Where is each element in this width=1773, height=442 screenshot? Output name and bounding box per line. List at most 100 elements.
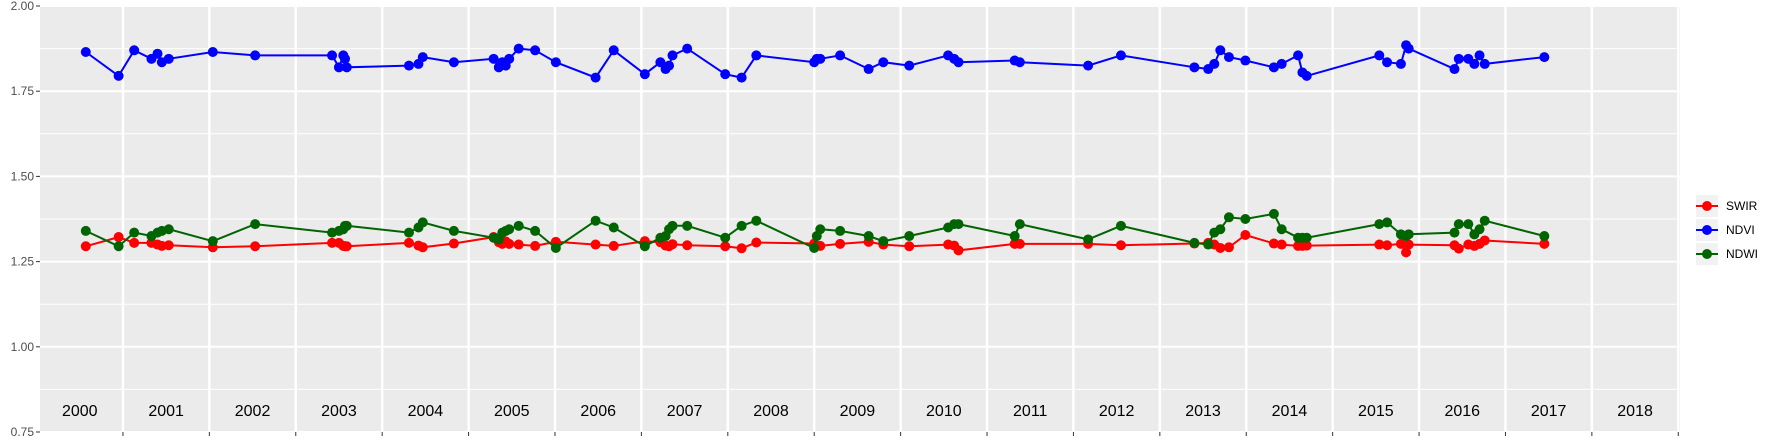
swir-point bbox=[448, 238, 459, 249]
swir-point bbox=[250, 241, 261, 252]
ndwi-point bbox=[1479, 215, 1490, 226]
ndvi-point bbox=[863, 64, 874, 75]
ndvi-point bbox=[1223, 52, 1234, 63]
ndwi-point bbox=[1403, 229, 1414, 240]
ndvi-point bbox=[129, 45, 140, 56]
swir-point bbox=[80, 241, 91, 252]
ndwi-point bbox=[1115, 220, 1126, 231]
ndwi-point bbox=[113, 241, 124, 252]
swir-point bbox=[1382, 240, 1393, 251]
ndwi-point bbox=[1474, 224, 1485, 235]
swir-point bbox=[667, 239, 678, 250]
swir-point bbox=[530, 240, 541, 251]
ndwi-point bbox=[250, 219, 261, 230]
ndwi-point bbox=[1009, 231, 1020, 242]
swir-point bbox=[113, 232, 124, 243]
ndwi-point bbox=[129, 227, 140, 238]
ndvi-point bbox=[1395, 58, 1406, 69]
y-tick-label: 1.25 bbox=[11, 255, 35, 269]
ndvi-point bbox=[664, 60, 675, 71]
ndwi-point bbox=[835, 225, 846, 236]
ndvi-point bbox=[504, 53, 515, 64]
year-label: 2010 bbox=[926, 403, 962, 420]
swir-point bbox=[1223, 242, 1234, 253]
ndvi-point bbox=[953, 57, 964, 68]
ndwi-point bbox=[1189, 237, 1200, 248]
legend-ndvi-label: NDVI bbox=[1726, 223, 1755, 237]
swir-point bbox=[1240, 230, 1251, 241]
swir-point bbox=[129, 237, 140, 248]
year-label: 2006 bbox=[580, 403, 616, 420]
year-label: 2016 bbox=[1444, 403, 1480, 420]
swir-point bbox=[751, 237, 762, 248]
swir-point bbox=[1301, 240, 1312, 251]
swir-point bbox=[953, 245, 964, 256]
swir-point bbox=[1453, 243, 1464, 254]
ndvi-point bbox=[667, 50, 678, 61]
ndvi-point bbox=[448, 57, 459, 68]
year-label: 2001 bbox=[148, 403, 184, 420]
ndvi-point bbox=[736, 72, 747, 83]
ndwi-point bbox=[720, 232, 731, 243]
ndvi-point bbox=[1115, 50, 1126, 61]
year-label: 2015 bbox=[1358, 403, 1394, 420]
ndvi-point bbox=[250, 50, 261, 61]
ndwi-point bbox=[417, 217, 428, 228]
ndwi-point bbox=[513, 220, 524, 231]
year-labels: 2000 2001 2002 2003 2004 2005 2006 2007 2008 2009… bbox=[62, 403, 1679, 436]
ndvi-point bbox=[878, 57, 889, 68]
ndvi-point bbox=[207, 47, 218, 58]
ndwi-point bbox=[1382, 217, 1393, 228]
ndwi-point bbox=[1014, 219, 1025, 230]
swir-point bbox=[403, 237, 414, 248]
swir-point bbox=[682, 240, 693, 251]
ndvi-point bbox=[530, 45, 541, 56]
ndwi-point bbox=[504, 224, 515, 235]
ndwi-point bbox=[1539, 231, 1550, 242]
year-label: 2003 bbox=[321, 403, 357, 420]
ndvi-point bbox=[1474, 50, 1485, 61]
ndwi-point bbox=[1268, 208, 1279, 219]
ndvi-point bbox=[333, 62, 344, 73]
ndvi-point bbox=[608, 45, 619, 56]
year-label: 2012 bbox=[1099, 403, 1135, 420]
ndwi-point bbox=[863, 231, 874, 242]
swir-point bbox=[904, 241, 915, 252]
ndwi-point bbox=[163, 224, 174, 235]
ndvi-point bbox=[751, 50, 762, 61]
legend-swir-label: SWIR bbox=[1726, 199, 1758, 213]
ndwi-point bbox=[953, 219, 964, 230]
swir-point bbox=[720, 241, 731, 252]
year-label: 2005 bbox=[494, 403, 530, 420]
year-label: 2018 bbox=[1617, 403, 1653, 420]
ndwi-point bbox=[590, 215, 601, 226]
legend-ndvi-marker bbox=[1702, 225, 1712, 235]
ndwi-point bbox=[809, 242, 820, 253]
ndvi-point bbox=[163, 53, 174, 64]
ndvi-point bbox=[904, 60, 915, 71]
ndwi-point bbox=[1453, 219, 1464, 230]
year-label: 2004 bbox=[408, 403, 444, 420]
ndvi-point bbox=[1083, 60, 1094, 71]
ndvi-point bbox=[1479, 58, 1490, 69]
swir-point bbox=[417, 242, 428, 253]
ndwi-point bbox=[639, 241, 650, 252]
ndvi-point bbox=[113, 70, 124, 81]
ndvi-point bbox=[488, 53, 499, 64]
ndwi-point bbox=[682, 220, 693, 231]
ndwi-point bbox=[667, 220, 678, 231]
ndwi-point bbox=[1083, 234, 1094, 245]
ndvi-point bbox=[1469, 58, 1480, 69]
ndvi-point bbox=[341, 62, 352, 73]
swir-point bbox=[1479, 235, 1490, 246]
ndvi-point bbox=[815, 53, 826, 64]
y-tick-label: 0.75 bbox=[11, 425, 35, 439]
year-label: 2014 bbox=[1272, 403, 1308, 420]
ndvi-point bbox=[327, 50, 338, 61]
swir-point bbox=[1539, 238, 1550, 249]
ndvi-point bbox=[639, 69, 650, 80]
ndvi-point bbox=[1189, 62, 1200, 73]
ndvi-point bbox=[1453, 53, 1464, 64]
swir-point bbox=[1215, 242, 1226, 253]
